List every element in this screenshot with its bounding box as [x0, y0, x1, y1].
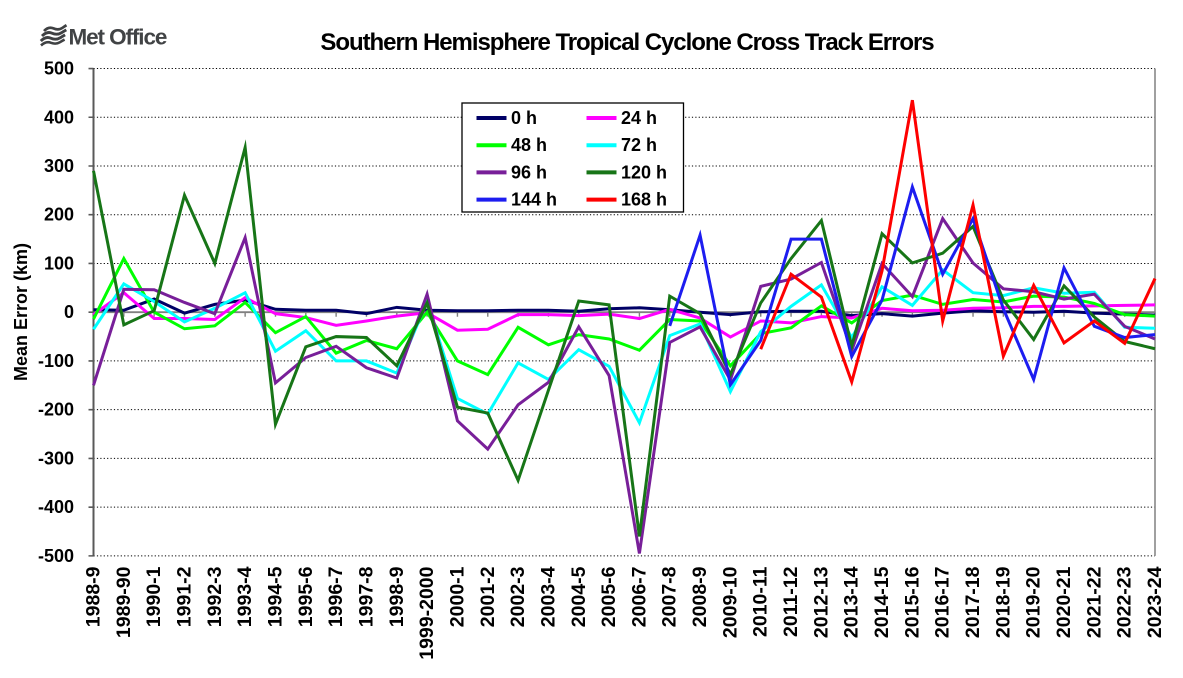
svg-text:1997-8: 1997-8 [355, 566, 377, 627]
svg-text:2015-16: 2015-16 [901, 566, 923, 638]
svg-text:1995-6: 1995-6 [295, 566, 317, 627]
svg-text:48 h: 48 h [511, 135, 547, 155]
svg-text:200: 200 [44, 205, 74, 225]
svg-text:2010-11: 2010-11 [750, 566, 772, 637]
svg-text:Mean Error (km): Mean Error (km) [11, 243, 31, 381]
svg-text:1990-1: 1990-1 [143, 566, 165, 627]
svg-text:96 h: 96 h [511, 162, 547, 182]
svg-text:400: 400 [44, 107, 74, 127]
svg-text:168 h: 168 h [621, 190, 667, 210]
svg-text:300: 300 [44, 156, 74, 176]
svg-text:2014-15: 2014-15 [871, 566, 893, 638]
svg-text:2013-14: 2013-14 [841, 566, 863, 638]
svg-text:2017-18: 2017-18 [962, 566, 984, 638]
svg-text:-300: -300 [38, 448, 74, 468]
svg-text:2021-22: 2021-22 [1083, 566, 1105, 638]
svg-text:1989-90: 1989-90 [113, 566, 135, 638]
svg-text:2020-21: 2020-21 [1053, 566, 1075, 638]
svg-text:-200: -200 [38, 400, 74, 420]
svg-text:100: 100 [44, 253, 74, 273]
svg-text:-500: -500 [38, 546, 74, 566]
svg-text:2003-4: 2003-4 [537, 566, 559, 627]
svg-text:0: 0 [64, 302, 74, 322]
svg-text:1998-9: 1998-9 [386, 566, 408, 627]
svg-text:2007-8: 2007-8 [659, 566, 681, 627]
svg-text:2011-12: 2011-12 [780, 566, 802, 637]
svg-text:72 h: 72 h [621, 135, 657, 155]
svg-text:2019-20: 2019-20 [1023, 566, 1045, 638]
svg-text:2004-5: 2004-5 [568, 566, 590, 627]
svg-text:2012-13: 2012-13 [810, 566, 832, 638]
svg-text:2022-23: 2022-23 [1114, 566, 1136, 638]
svg-text:2000-1: 2000-1 [446, 566, 468, 627]
svg-text:2008-9: 2008-9 [689, 566, 711, 627]
svg-text:1992-3: 1992-3 [204, 566, 226, 627]
svg-text:2018-19: 2018-19 [992, 566, 1014, 638]
svg-text:-400: -400 [38, 497, 74, 517]
svg-text:-100: -100 [38, 351, 74, 371]
svg-text:1999-2000: 1999-2000 [416, 566, 438, 659]
svg-text:2002-3: 2002-3 [507, 566, 529, 627]
svg-text:Met Office: Met Office [69, 25, 167, 50]
svg-text:2016-17: 2016-17 [932, 567, 954, 639]
svg-text:2009-10: 2009-10 [719, 566, 741, 638]
svg-text:1991-2: 1991-2 [173, 566, 195, 627]
svg-text:120 h: 120 h [621, 162, 667, 182]
svg-text:Southern Hemisphere Tropical C: Southern Hemisphere Tropical Cyclone Cro… [320, 29, 934, 56]
svg-text:2005-6: 2005-6 [598, 566, 620, 627]
svg-text:1994-5: 1994-5 [264, 566, 286, 627]
svg-text:2001-2: 2001-2 [477, 566, 499, 627]
svg-text:24 h: 24 h [621, 108, 657, 128]
svg-text:1993-4: 1993-4 [234, 566, 256, 627]
svg-text:2006-7: 2006-7 [628, 567, 650, 628]
svg-text:1988-9: 1988-9 [83, 566, 105, 627]
svg-text:1996-7: 1996-7 [325, 567, 347, 628]
svg-text:500: 500 [44, 59, 74, 79]
svg-text:0 h: 0 h [511, 108, 537, 128]
svg-text:144 h: 144 h [511, 190, 557, 210]
svg-text:2023-24: 2023-24 [1144, 566, 1166, 638]
